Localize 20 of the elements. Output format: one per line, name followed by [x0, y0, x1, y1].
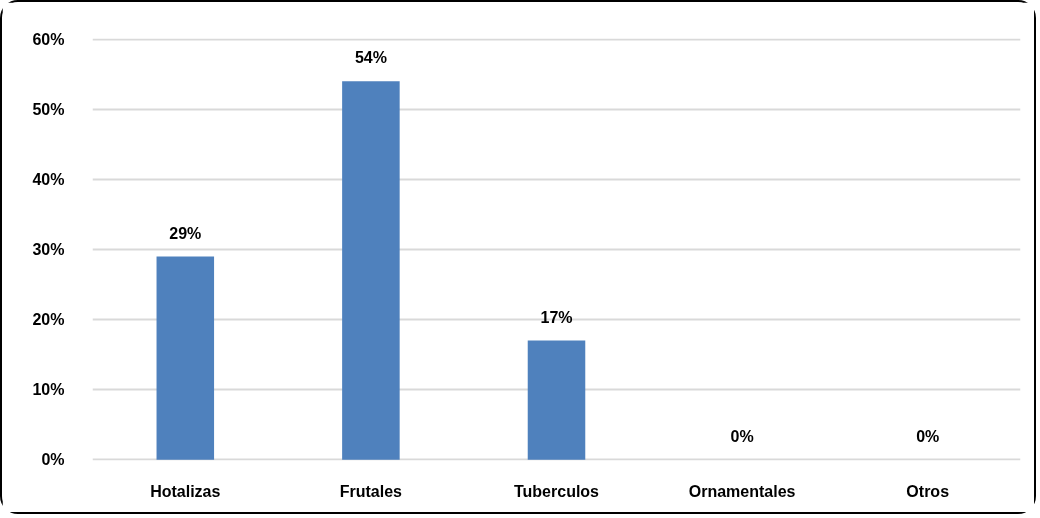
y-tick-label: 60%: [32, 30, 65, 48]
bar: [156, 256, 215, 460]
data-label: 54%: [354, 49, 387, 67]
y-tick-label: 30%: [32, 241, 65, 258]
data-label: 0%: [730, 427, 754, 445]
x-tick-label: Hotalizas: [150, 482, 221, 500]
x-tick-label: Ornamentales: [688, 482, 796, 500]
y-tick-label: 0%: [41, 451, 65, 469]
data-label: 0%: [916, 427, 940, 445]
bar: [527, 340, 586, 460]
y-tick-label: 10%: [32, 381, 65, 399]
bar: [342, 81, 400, 460]
x-tick-label: Frutales: [339, 482, 403, 500]
y-tick-label: 40%: [32, 170, 65, 188]
y-tick-label: 50%: [32, 100, 65, 118]
y-tick-label: 20%: [32, 311, 65, 329]
data-label: 29%: [169, 224, 202, 242]
x-tick-label: Tuberculos: [513, 482, 600, 500]
data-label: 17%: [540, 308, 573, 326]
x-tick-label: Otros: [906, 482, 950, 500]
